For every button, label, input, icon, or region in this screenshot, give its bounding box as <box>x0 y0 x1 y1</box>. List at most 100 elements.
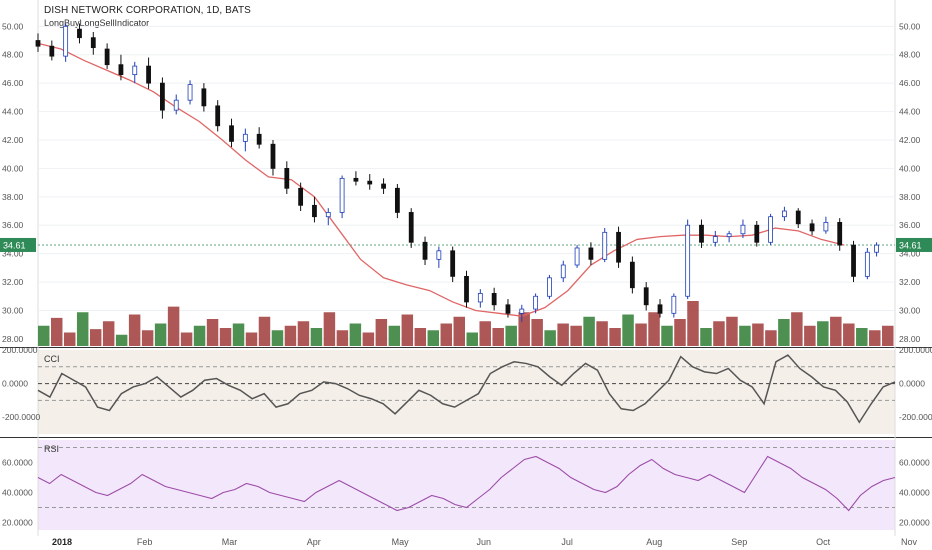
volume-bar <box>518 312 530 346</box>
rsi-label: RSI <box>44 444 59 454</box>
volume-bar <box>817 321 829 346</box>
candle-body <box>505 304 511 314</box>
candle-body <box>602 231 608 260</box>
volume-bar <box>440 323 453 346</box>
price-tick-right: 28.00 <box>899 334 921 344</box>
price-tick-right: 38.00 <box>899 192 921 202</box>
candle-body <box>699 224 704 243</box>
candle-body <box>726 233 732 237</box>
candle-body <box>187 84 193 101</box>
candle-body <box>574 247 580 266</box>
candle-body <box>146 65 151 84</box>
price-tick-left: 48.00 <box>2 50 24 60</box>
volume-bar <box>479 321 491 346</box>
time-tick-label: Oct <box>816 537 831 547</box>
candle-body <box>63 25 69 57</box>
cci-label: CCI <box>44 354 60 364</box>
volume-bar <box>622 314 634 346</box>
candle-body <box>215 105 221 127</box>
time-tick-label: Aug <box>646 537 662 547</box>
volume-bar <box>453 316 465 346</box>
rsi-background <box>38 440 895 530</box>
volume-bar <box>323 312 336 346</box>
volume-bar <box>713 321 725 346</box>
candle-body <box>422 241 428 260</box>
candle-body <box>450 250 456 277</box>
candle-body <box>874 244 879 253</box>
candle-body <box>132 65 138 76</box>
volume-bar <box>141 330 154 346</box>
price-tick-left: 40.00 <box>2 163 24 173</box>
volume-bar <box>765 330 777 346</box>
price-tick-left: 50.00 <box>2 21 24 31</box>
candle-body <box>768 216 773 243</box>
candle-body <box>201 88 207 107</box>
volume-bar <box>531 319 543 346</box>
candle-body <box>394 187 400 213</box>
candle-body <box>312 204 317 218</box>
volume-bar <box>609 328 621 346</box>
candle-body <box>339 177 345 213</box>
volume-bar <box>414 328 427 346</box>
volume-bar <box>284 325 297 346</box>
candle-body <box>408 212 414 243</box>
candle-body <box>712 236 718 243</box>
cci-tick-left: 200.0000 <box>2 345 38 355</box>
volume-bar <box>310 328 323 346</box>
cci-tick-left: 0.0000 <box>2 379 28 389</box>
volume-bar <box>375 319 388 346</box>
candle-body <box>823 221 829 232</box>
volume-bar <box>193 325 206 346</box>
volume-bar <box>505 325 517 346</box>
volume-bar <box>232 323 245 346</box>
volume-bar <box>856 328 868 346</box>
volume-bar <box>258 316 271 346</box>
volume-bar <box>388 325 401 346</box>
price-tick-right: 30.00 <box>899 305 921 315</box>
rsi-line <box>37 455 896 512</box>
price-tick-left: 44.00 <box>2 107 24 117</box>
trend-line <box>37 42 845 317</box>
rsi-tick-right: 20.0000 <box>899 518 930 528</box>
candle-body <box>242 133 248 142</box>
time-tick-label: Nov <box>901 537 918 547</box>
volume-bar <box>401 314 414 346</box>
volume-bar <box>154 323 167 346</box>
volume-bar <box>297 321 310 346</box>
volume-bar <box>180 332 193 346</box>
candle-body <box>588 247 594 260</box>
candlestick-series <box>35 23 879 322</box>
cci-tick-right: 200.0000 <box>899 345 932 355</box>
volume-bar <box>739 325 751 346</box>
volume-bar <box>76 312 89 346</box>
volume-bar <box>882 325 894 346</box>
candle-body <box>173 99 179 111</box>
candle-body <box>754 224 760 243</box>
volume-bar <box>349 323 362 346</box>
volume-bar <box>336 330 349 346</box>
candle-body <box>477 293 483 303</box>
time-tick-label: Mar <box>222 537 238 547</box>
price-tick-left: 30.00 <box>2 305 24 315</box>
time-tick-label: 2018 <box>52 537 72 547</box>
price-tick-left: 34.00 <box>2 249 24 259</box>
rsi-tick-left: 40.0000 <box>2 488 33 498</box>
price-tick-left: 28.00 <box>2 334 24 344</box>
candle-body <box>560 264 566 279</box>
candle-body <box>270 143 276 169</box>
last-price-label-left: 34.61 <box>3 240 26 250</box>
volume-bar <box>648 312 660 346</box>
volume-bar <box>206 319 219 346</box>
volume-bar <box>271 330 284 346</box>
volume-bar <box>674 319 686 346</box>
price-tick-right: 50.00 <box>899 21 921 31</box>
volume-bar <box>661 325 673 346</box>
time-tick-label: Jul <box>561 537 573 547</box>
price-tick-left: 38.00 <box>2 192 24 202</box>
cci-tick-right: 0.0000 <box>899 379 925 389</box>
volume-bar <box>570 325 582 346</box>
volume-bar <box>167 306 180 346</box>
rsi-tick-right: 40.0000 <box>899 488 930 498</box>
volume-bar <box>245 332 258 346</box>
